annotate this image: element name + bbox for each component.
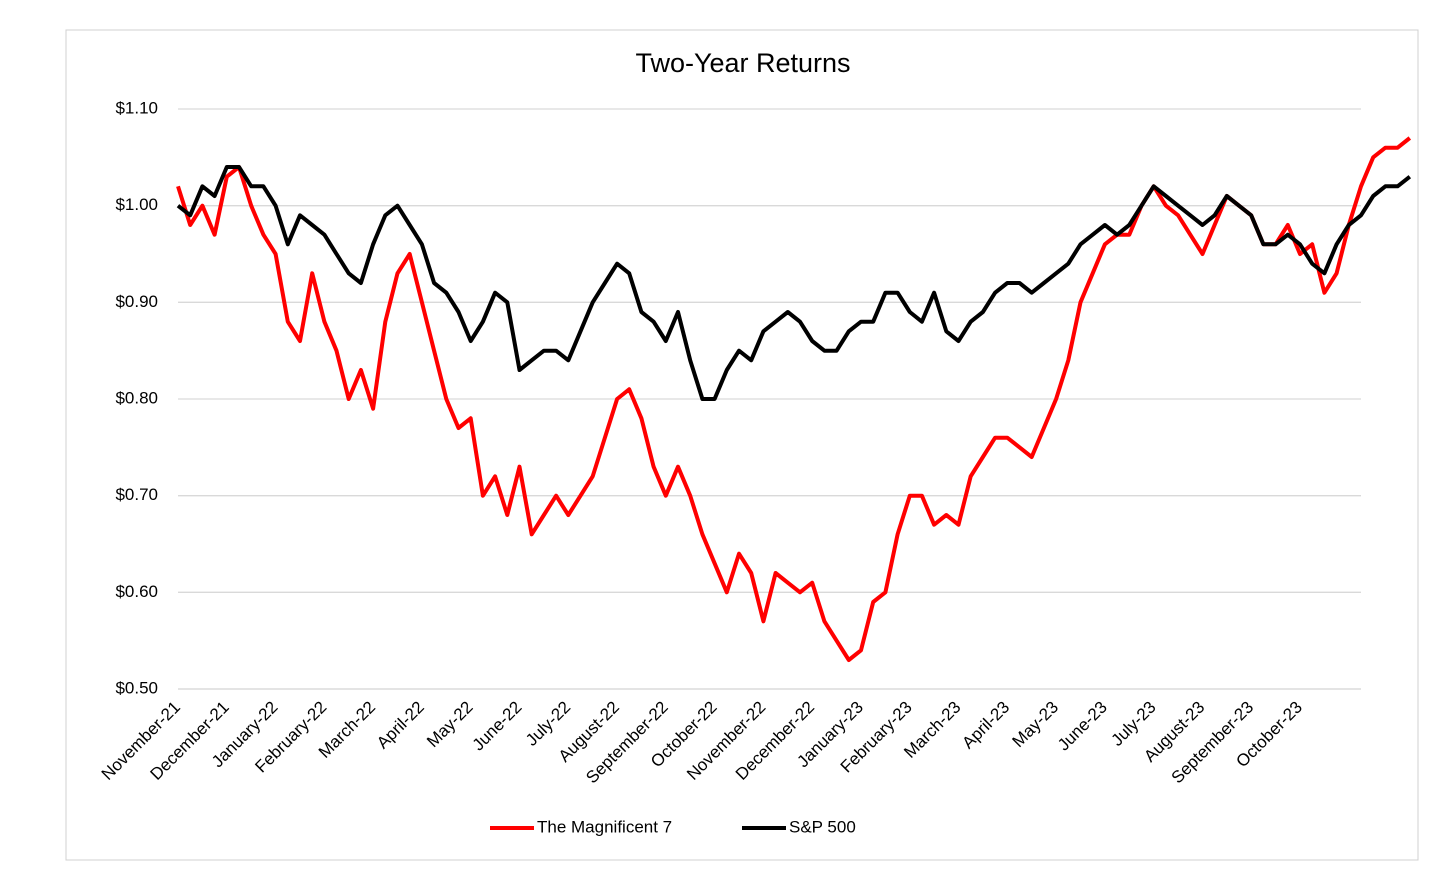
series-line xyxy=(176,165,1412,401)
y-tick-label: $1.10 xyxy=(115,98,158,117)
legend-label: The Magnificent 7 xyxy=(537,817,672,836)
y-tick-label: $0.90 xyxy=(115,292,158,311)
legend-label: S&P 500 xyxy=(789,817,856,836)
y-tick-label: $0.80 xyxy=(115,388,158,407)
y-tick-label: $0.60 xyxy=(115,582,158,601)
chart-frame xyxy=(65,29,1419,861)
chart-title: Two-Year Returns xyxy=(635,48,850,78)
y-tick-label: $1.00 xyxy=(115,195,158,214)
y-tick-label: $0.50 xyxy=(115,678,158,697)
series-line xyxy=(176,136,1412,662)
y-tick-label: $0.70 xyxy=(115,485,158,504)
